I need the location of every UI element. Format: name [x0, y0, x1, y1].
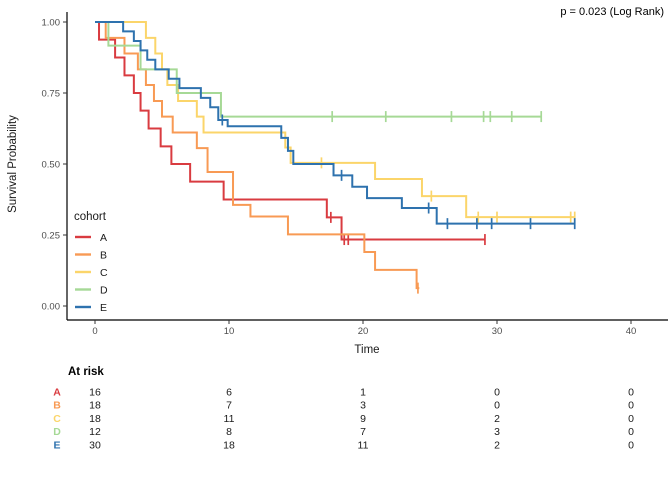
risk-count-C-t40: 0: [628, 413, 634, 425]
risk-count-C-t20: 9: [360, 413, 366, 425]
risk-count-B-t40: 0: [628, 400, 634, 412]
km-curve-B: [95, 21, 420, 290]
at-risk-table-title: At risk: [68, 366, 104, 378]
legend-entry-label-C: C: [100, 267, 108, 279]
y-tick-label: 0.00: [42, 302, 61, 313]
risk-count-A-t10: 6: [226, 386, 232, 398]
x-tick-label: 30: [492, 326, 503, 337]
x-tick-label: 10: [224, 326, 235, 337]
risk-count-B-t0: 18: [89, 400, 101, 412]
risk-row-label-E: E: [53, 440, 60, 452]
risk-count-E-t0: 30: [89, 440, 101, 452]
risk-count-D-t20: 7: [360, 426, 366, 438]
legend-entry-label-B: B: [100, 249, 107, 261]
risk-count-C-t10: 11: [224, 413, 235, 425]
risk-count-E-t10: 18: [223, 440, 235, 452]
y-axis-title: Survival Probability: [7, 115, 19, 213]
legend-entry-label-A: A: [100, 232, 107, 244]
risk-count-D-t10: 8: [226, 426, 232, 438]
risk-row-label-D: D: [53, 426, 61, 438]
risk-count-A-t30: 0: [494, 386, 500, 398]
risk-count-B-t20: 3: [360, 400, 366, 412]
risk-count-A-t40: 0: [628, 386, 634, 398]
risk-row-label-C: C: [53, 413, 61, 425]
risk-count-D-t30: 3: [494, 426, 500, 438]
risk-count-B-t30: 0: [494, 400, 500, 412]
km-curve-C: [95, 21, 575, 219]
risk-count-D-t40: 0: [628, 426, 634, 438]
y-tick-label: 0.75: [42, 89, 61, 100]
risk-count-E-t30: 2: [494, 440, 500, 452]
risk-count-B-t10: 7: [226, 400, 232, 412]
y-tick-label: 1.00: [42, 18, 61, 29]
x-tick-label: 40: [626, 326, 637, 337]
legend-title: cohort: [74, 211, 106, 223]
km-curve-A: [95, 21, 485, 241]
y-tick-label: 0.50: [42, 160, 61, 171]
y-tick-label: 0.25: [42, 231, 61, 242]
risk-count-A-t0: 16: [89, 386, 101, 398]
km-curve-E: [95, 21, 575, 225]
legend-entry-label-E: E: [100, 302, 107, 314]
risk-count-E-t40: 0: [628, 440, 634, 452]
risk-count-C-t0: 18: [89, 413, 101, 425]
risk-row-label-A: A: [53, 386, 61, 398]
risk-count-E-t20: 11: [358, 440, 369, 452]
p-value-annotation: p = 0.023 (Log Rank): [560, 6, 664, 18]
risk-count-A-t20: 1: [360, 386, 366, 398]
risk-row-label-B: B: [53, 400, 61, 412]
risk-count-D-t0: 12: [89, 426, 101, 438]
risk-count-C-t30: 2: [494, 413, 500, 425]
x-axis-title: Time: [354, 344, 380, 356]
x-tick-label: 0: [92, 326, 97, 337]
x-tick-label: 20: [358, 326, 369, 337]
legend-entry-label-D: D: [100, 284, 108, 296]
